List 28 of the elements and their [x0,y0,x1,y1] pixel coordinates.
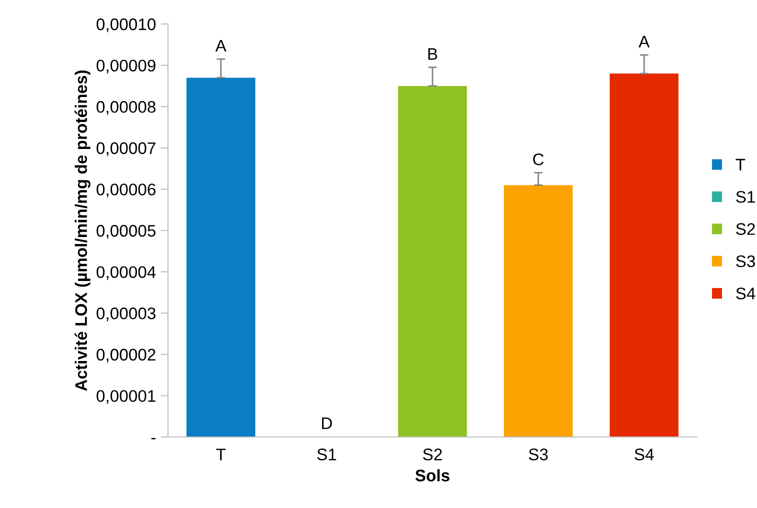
y-tick-label: 0,00005 [96,224,156,239]
x-tick-label: S4 [634,448,654,460]
legend-label: S1 [736,190,755,203]
x-tick-label: S1 [317,448,336,460]
annotation: D [322,418,332,429]
y-axis-title: Activité LOX (µmol/min/mg de protéines) [74,70,90,391]
y-tick-label: 0,00008 [96,101,156,115]
y-tick-label: 0,00006 [96,184,156,198]
y-tick-label: 0,00010 [96,18,156,32]
y-tick-label: 0,00004 [96,266,156,280]
legend-label: T [736,158,746,170]
legend-label: S3 [736,255,755,268]
y-tick-label: 0,00009 [96,60,156,74]
annotation: A [638,36,650,48]
y-tick-label: 0,00003 [96,308,156,322]
x-tick-label: S2 [423,448,442,460]
annotation: A [215,40,226,52]
x-axis-title: Sols [415,469,450,482]
annotation: C [533,153,544,166]
y-tick-label: 0,00007 [96,142,156,156]
annotation: B [428,48,438,60]
x-tick-label: T [216,448,226,460]
y-tick-label: 0,00002 [96,348,156,363]
y-tick-label: - [151,438,156,440]
y-tick-label: 0,00001 [96,390,156,404]
x-tick-label: S3 [528,448,548,460]
legend-label: S2 [736,223,755,235]
legend-label: S4 [736,288,756,300]
